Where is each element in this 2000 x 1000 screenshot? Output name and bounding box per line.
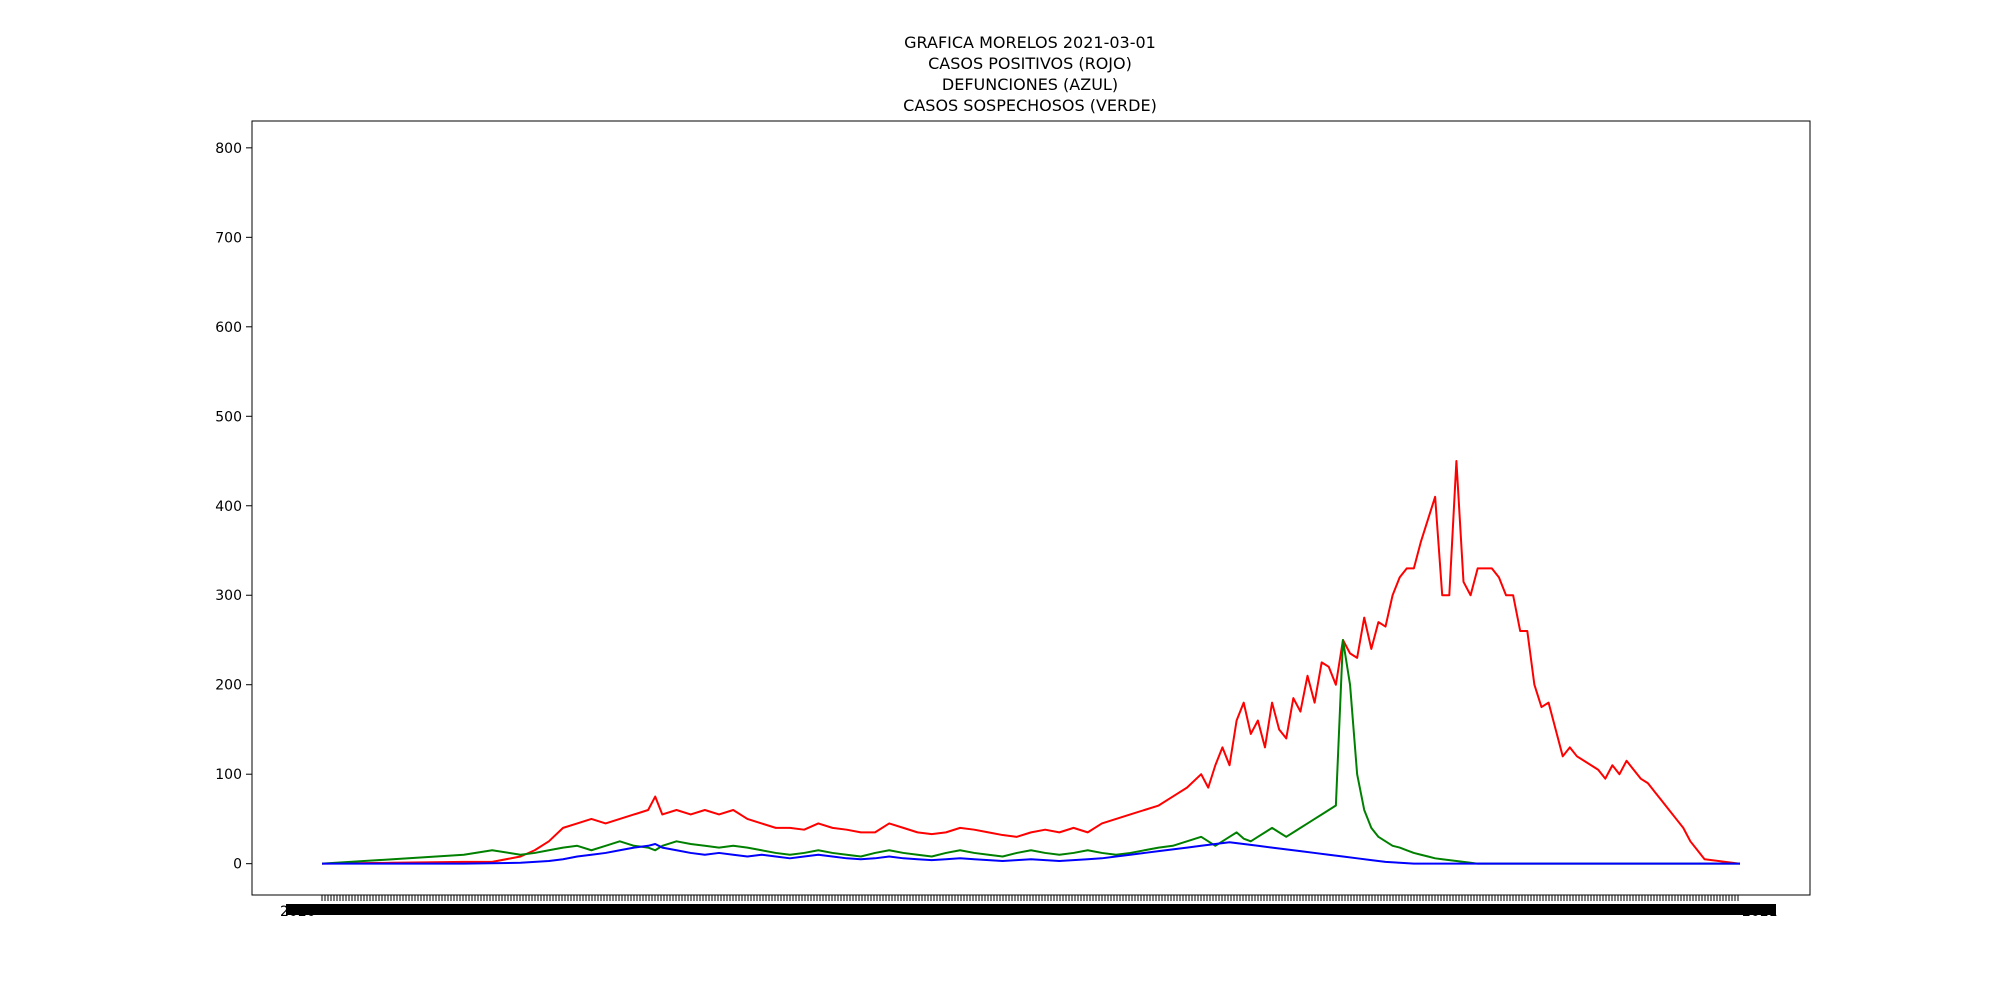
title-line-3: DEFUNCIONES (AZUL)	[942, 75, 1118, 94]
y-axis: 0 100 200 300 400 500 600 700 800	[215, 141, 252, 873]
y-tick-label: 800	[215, 141, 242, 157]
y-tick-label: 400	[215, 499, 242, 515]
series-line-3	[322, 841, 1740, 865]
y-tick-label: 100	[215, 767, 242, 783]
y-tick-label: 0	[233, 857, 242, 873]
x-tick-label-start: 2020	[280, 904, 316, 920]
y-tick-label: 700	[215, 230, 242, 246]
chart-title: GRAFICA MORELOS 2021-03-01 CASOS POSITIV…	[903, 33, 1157, 115]
x-axis: 2020 2021	[280, 895, 1778, 920]
y-tick-label: 600	[215, 320, 242, 336]
plot-lines	[321, 460, 1741, 865]
y-tick-label: 500	[215, 409, 242, 425]
title-line-1: GRAFICA MORELOS 2021-03-01	[904, 33, 1156, 52]
plot-frame	[251, 120, 1811, 896]
title-line-4: CASOS SOSPECHOSOS (VERDE)	[903, 96, 1157, 115]
x-tick-labels-overlap	[286, 904, 1776, 915]
y-tick-label: 300	[215, 588, 242, 604]
title-line-2: CASOS POSITIVOS (ROJO)	[928, 54, 1132, 73]
x-tick-label-end: 2021	[1742, 904, 1778, 920]
series-line-1	[321, 460, 1741, 865]
y-tick-label: 200	[215, 678, 242, 694]
series-line-2	[321, 638, 1740, 865]
